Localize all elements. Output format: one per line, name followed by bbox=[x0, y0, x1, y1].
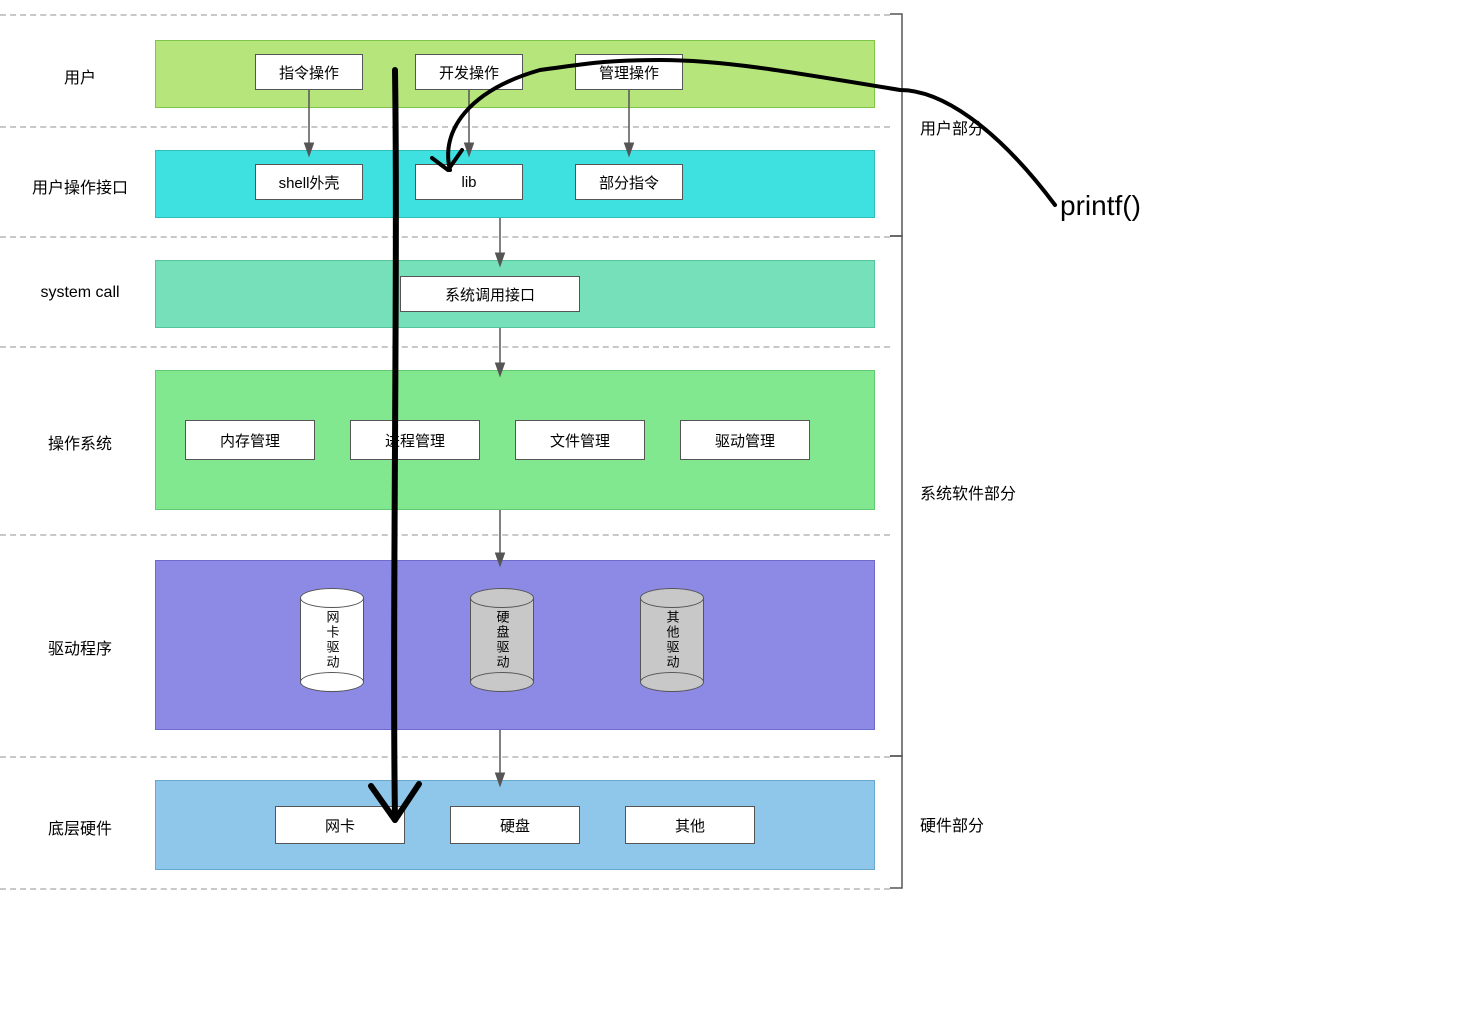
box-user-1: 开发操作 bbox=[415, 54, 523, 90]
cylinder-bottom bbox=[640, 672, 704, 692]
box-hw-2: 其他 bbox=[625, 806, 755, 844]
bracket-2 bbox=[890, 756, 902, 888]
separator-line bbox=[0, 888, 890, 890]
box-uif-1: lib bbox=[415, 164, 523, 200]
layer-label-os: 操作系统 bbox=[20, 430, 140, 454]
group-label-2: 硬件部分 bbox=[920, 812, 984, 836]
annotation-printf: printf() bbox=[1060, 190, 1141, 222]
layer-label-user: 用户 bbox=[20, 64, 140, 88]
box-os-3: 驱动管理 bbox=[680, 420, 810, 460]
layer-label-uif: 用户操作接口 bbox=[20, 174, 140, 198]
box-hw-0: 网卡 bbox=[275, 806, 405, 844]
box-os-2: 文件管理 bbox=[515, 420, 645, 460]
box-os-1: 进程管理 bbox=[350, 420, 480, 460]
cylinder-body: 硬盘驱动 bbox=[470, 598, 534, 682]
layer-label-hw: 底层硬件 bbox=[20, 815, 140, 839]
separator-line bbox=[0, 236, 890, 238]
box-syscall-0: 系统调用接口 bbox=[400, 276, 580, 312]
cylinder-top bbox=[300, 588, 364, 608]
separator-line bbox=[0, 126, 890, 128]
bracket-1 bbox=[890, 236, 902, 756]
box-os-0: 内存管理 bbox=[185, 420, 315, 460]
box-hw-1: 硬盘 bbox=[450, 806, 580, 844]
box-uif-0: shell外壳 bbox=[255, 164, 363, 200]
cylinder-0: 网卡驱动 bbox=[300, 588, 364, 692]
box-user-2: 管理操作 bbox=[575, 54, 683, 90]
layer-label-syscall: system call bbox=[20, 284, 140, 302]
cylinder-label: 其他驱动 bbox=[663, 610, 682, 670]
separator-line bbox=[0, 346, 890, 348]
cylinder-2: 其他驱动 bbox=[640, 588, 704, 692]
cylinder-top bbox=[470, 588, 534, 608]
cylinder-label: 网卡驱动 bbox=[323, 610, 342, 670]
bracket-0 bbox=[890, 14, 902, 236]
cylinder-body: 其他驱动 bbox=[640, 598, 704, 682]
layer-label-driver: 驱动程序 bbox=[20, 635, 140, 659]
box-user-0: 指令操作 bbox=[255, 54, 363, 90]
diagram-canvas: 用户用户操作接口 system call 操作系统驱动程序底层硬件 指令操作 开发操作 管… bbox=[0, 0, 1482, 1020]
separator-line bbox=[0, 14, 890, 16]
separator-line bbox=[0, 534, 890, 536]
group-label-0: 用户部分 bbox=[920, 115, 984, 139]
cylinder-label: 硬盘驱动 bbox=[493, 610, 512, 670]
cylinder-bottom bbox=[470, 672, 534, 692]
cylinder-top bbox=[640, 588, 704, 608]
cylinder-body: 网卡驱动 bbox=[300, 598, 364, 682]
group-label-1: 系统软件部分 bbox=[920, 480, 1016, 504]
cylinder-bottom bbox=[300, 672, 364, 692]
cylinder-1: 硬盘驱动 bbox=[470, 588, 534, 692]
separator-line bbox=[0, 756, 890, 758]
box-uif-2: 部分指令 bbox=[575, 164, 683, 200]
